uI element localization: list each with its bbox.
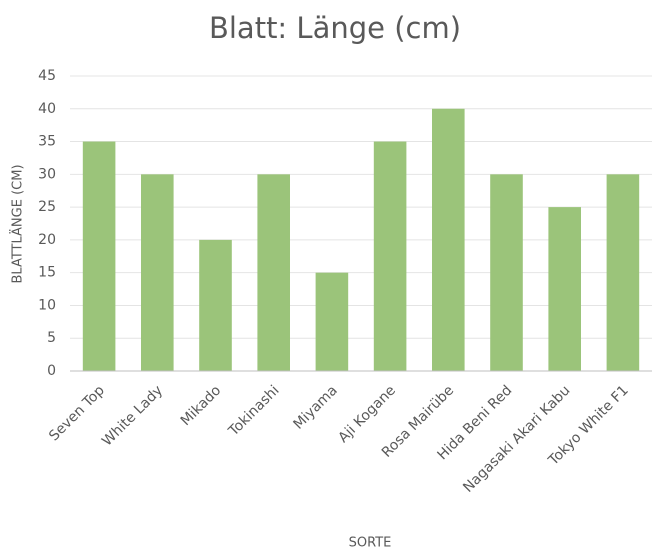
bar	[548, 207, 581, 371]
bar	[141, 174, 174, 371]
x-tick-label: Nagasaki Akari Kabu	[460, 383, 573, 496]
bar	[606, 174, 640, 371]
bar	[373, 141, 407, 371]
x-tick-label: Seven Top	[46, 382, 108, 444]
x-axis-title: SORTE	[349, 536, 392, 551]
y-tick-label: 10	[38, 297, 56, 313]
x-tick-label: Mikado	[178, 383, 225, 430]
bar	[257, 174, 290, 371]
y-tick-label: 15	[38, 265, 56, 281]
chart-title: Blatt: Länge (cm)	[209, 11, 461, 45]
y-tick-label: 25	[38, 199, 56, 215]
y-tick-label: 20	[38, 232, 56, 248]
x-tick-label: Tokinashi	[225, 383, 282, 440]
x-tick-label: White Lady	[99, 383, 166, 450]
x-tick-label: Miyama	[290, 383, 340, 433]
y-tick-label: 45	[38, 68, 56, 84]
bar	[432, 108, 465, 372]
y-axis-title: BLATTLÄNGE (CM)	[10, 164, 26, 283]
y-tick-label: 30	[38, 166, 56, 182]
x-tick-label: Aji Kogane	[335, 383, 399, 447]
y-tick-label: 35	[38, 134, 56, 150]
bar	[315, 272, 349, 371]
y-tick-label: 0	[47, 363, 56, 379]
y-tick-label: 40	[38, 101, 56, 117]
bar	[199, 239, 232, 371]
bar	[82, 141, 116, 371]
y-tick-label: 5	[47, 330, 56, 346]
bar	[490, 174, 523, 371]
